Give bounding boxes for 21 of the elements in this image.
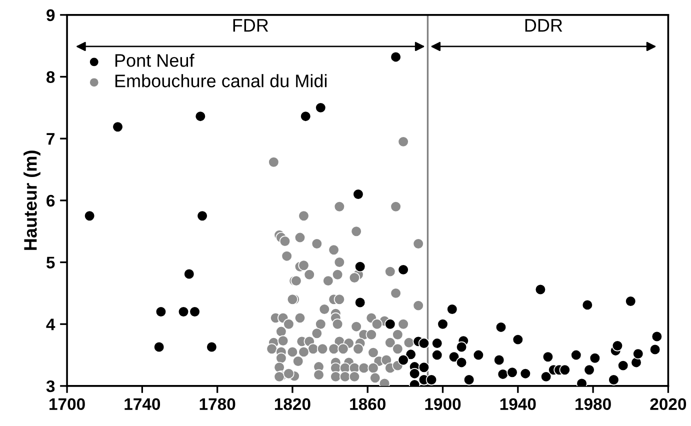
annotation: DDR	[525, 19, 562, 32]
x-tick-label: 1980	[576, 398, 611, 410]
legend-label: Pont Neuf	[115, 54, 194, 67]
x-tick-label: 1900	[425, 398, 461, 410]
x-tick-label: 1940	[500, 398, 536, 410]
y-axis-title: Hauteur (m)	[24, 150, 40, 250]
x-tick-label: 1820	[274, 398, 310, 410]
y-tick-label: 3	[46, 380, 55, 392]
y-tick-label: 5	[46, 256, 55, 268]
y-tick-label: 4	[46, 318, 56, 330]
y-tick-label: 6	[46, 194, 55, 207]
y-tick-label: 7	[46, 133, 54, 145]
x-tick-label: 1700	[50, 398, 85, 410]
legend-label: Embouchure canal du Midi	[115, 74, 327, 88]
y-tick-label: 9	[46, 9, 55, 22]
annotation: FDR	[233, 19, 268, 32]
x-tick-label: 1860	[350, 398, 386, 410]
x-tick-label: 2020	[650, 398, 686, 410]
x-tick-label: 1780	[200, 398, 236, 410]
y-tick-label: 8	[46, 71, 55, 83]
x-tick-label: 1740	[124, 398, 160, 410]
